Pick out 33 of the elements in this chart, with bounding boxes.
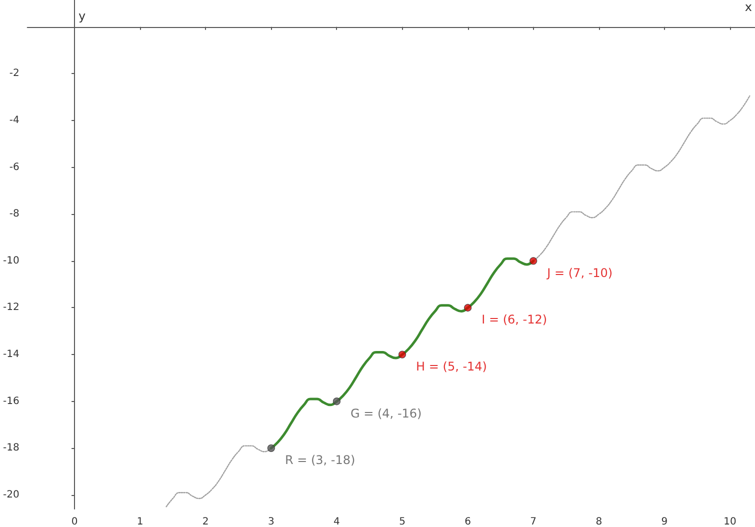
point xyxy=(530,257,538,265)
x-tick-label: 1 xyxy=(136,516,144,527)
x-tick-label: 5 xyxy=(399,516,406,527)
data-label: R = (3, -18) xyxy=(284,453,356,468)
x-tick-label: 9 xyxy=(661,516,668,527)
y-tick-label: -18 xyxy=(2,442,20,454)
data-label: J = (7, -10) xyxy=(546,266,613,280)
y-tick-label: -20 xyxy=(2,489,20,500)
point xyxy=(332,398,341,406)
y-tick-label: -12 xyxy=(2,302,20,314)
point xyxy=(464,304,472,312)
x-axis-title: x xyxy=(744,0,752,14)
y-tick-label: -6 xyxy=(9,162,20,173)
x-tick-label: 3 xyxy=(268,516,274,527)
data-label: I = (6, -12) xyxy=(482,312,548,327)
x-tick-label: 0 xyxy=(71,516,78,527)
y-tick-label: -4 xyxy=(9,115,20,126)
y-axis-title: y xyxy=(78,9,86,23)
y-tick-label: -8 xyxy=(9,208,20,220)
point xyxy=(398,350,406,358)
y-tick-label: -16 xyxy=(2,396,20,407)
x-tick-label: 4 xyxy=(334,516,340,527)
x-tick-label: 2 xyxy=(202,516,209,527)
x-tick-label: 8 xyxy=(596,516,602,527)
data-label: G = (4, -16) xyxy=(350,406,422,420)
y-tick-label: -10 xyxy=(2,255,20,266)
data-label: H = (5, -14) xyxy=(416,360,487,374)
x-tick-label: 6 xyxy=(464,516,471,527)
point xyxy=(267,444,275,452)
x-tick-label: 10 xyxy=(724,516,736,527)
y-tick-label: -14 xyxy=(2,349,20,360)
x-tick-label: 7 xyxy=(530,516,537,527)
y-tick-label: -2 xyxy=(9,68,20,80)
